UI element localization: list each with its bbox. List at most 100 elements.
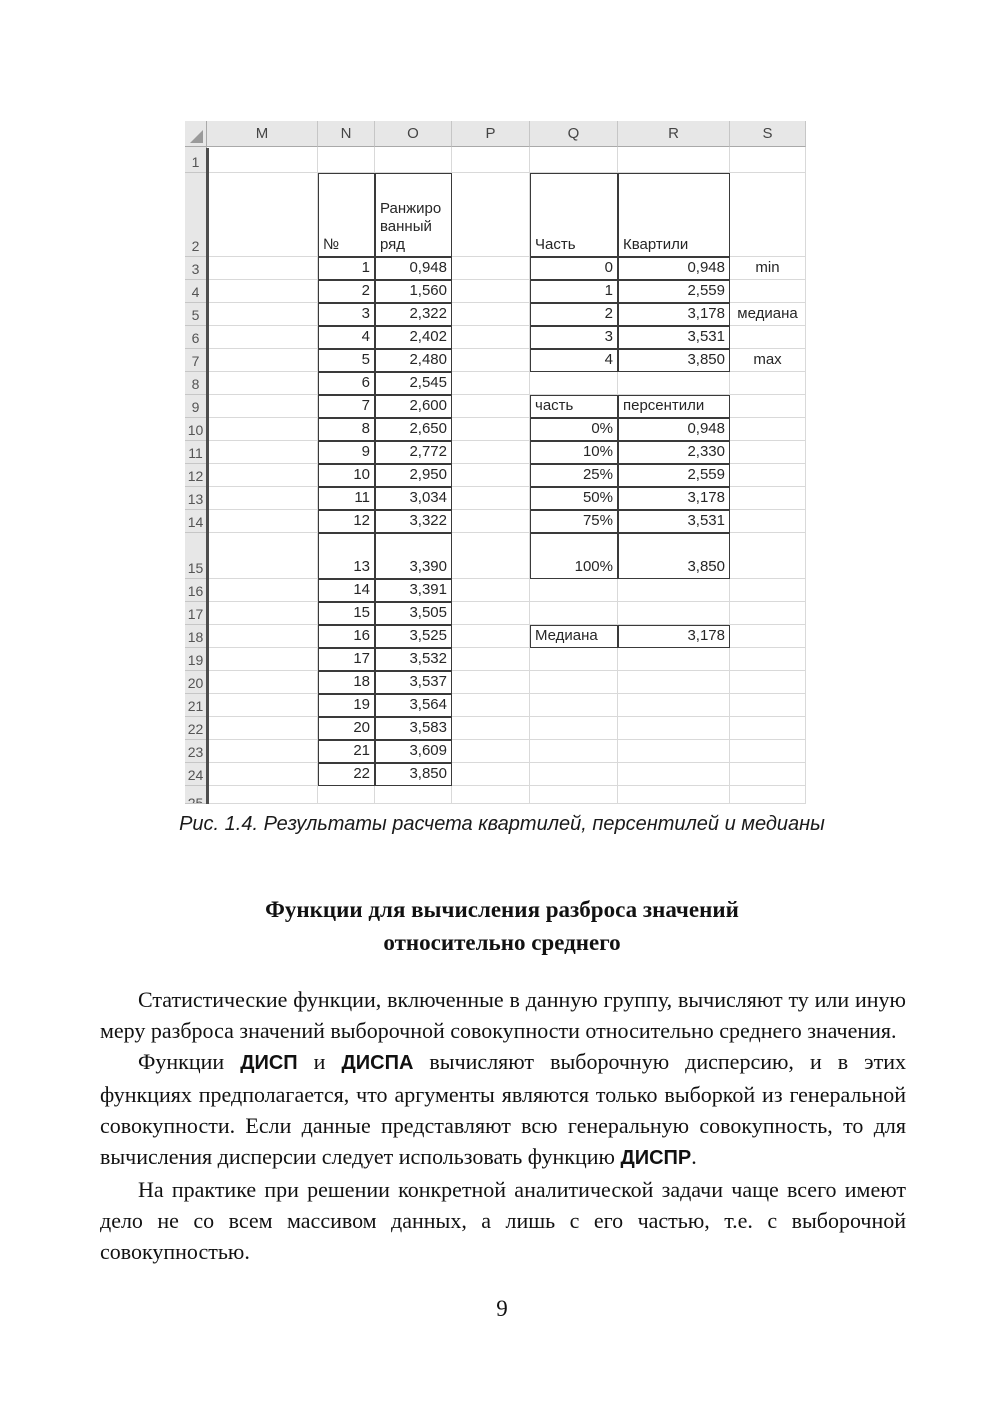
spreadsheet-cell-r12: 2,559	[618, 464, 730, 487]
spreadsheet-cell-o24: 3,850	[375, 763, 452, 786]
empty-cell	[530, 717, 618, 740]
empty-cell	[618, 763, 730, 786]
empty-cell	[618, 740, 730, 763]
spreadsheet-cell-q9: часть	[530, 395, 618, 418]
empty-cell	[730, 441, 806, 464]
empty-cell	[452, 625, 530, 648]
spreadsheet-cell-q4: 1	[530, 280, 618, 303]
empty-cell	[207, 510, 318, 533]
spreadsheet-cell-o16: 3,391	[375, 579, 452, 602]
paragraph: На практике при решении конкретной анали…	[100, 1174, 906, 1267]
spreadsheet-cell-o19: 3,532	[375, 648, 452, 671]
row-header-12: 12	[185, 464, 207, 487]
spreadsheet-cell-o14: 3,322	[375, 510, 452, 533]
empty-cell	[452, 395, 530, 418]
empty-cell	[452, 487, 530, 510]
spreadsheet-cell-r10: 0,948	[618, 418, 730, 441]
empty-cell	[452, 372, 530, 395]
spreadsheet-cell-o7: 2,480	[375, 349, 452, 372]
spreadsheet-cell-n19: 17	[318, 648, 375, 671]
spreadsheet-cell-r5: 3,178	[618, 303, 730, 326]
empty-cell	[452, 173, 530, 257]
column-header-r: R	[618, 121, 730, 147]
empty-cell	[375, 147, 452, 173]
spreadsheet-cell-o20: 3,537	[375, 671, 452, 694]
spreadsheet-cell-o6: 2,402	[375, 326, 452, 349]
empty-cell	[618, 648, 730, 671]
spreadsheet-cell-o11: 2,772	[375, 441, 452, 464]
spreadsheet-cell-q11: 10%	[530, 441, 618, 464]
column-header-q: Q	[530, 121, 618, 147]
empty-cell	[530, 694, 618, 717]
row-header-23: 23	[185, 740, 207, 763]
text-run: .	[691, 1144, 697, 1169]
paragraph: Функции ДИСП и ДИСПА вычисляют выборочну…	[100, 1046, 906, 1174]
spreadsheet-cell-n2: №	[318, 173, 375, 257]
spreadsheet-cell-n16: 14	[318, 579, 375, 602]
empty-cell	[730, 418, 806, 441]
row-header-10: 10	[185, 418, 207, 441]
row-header-19: 19	[185, 648, 207, 671]
empty-cell	[207, 740, 318, 763]
empty-cell	[530, 671, 618, 694]
empty-cell	[452, 147, 530, 173]
empty-cell	[730, 786, 806, 804]
empty-cell	[452, 786, 530, 804]
empty-cell	[452, 740, 530, 763]
empty-cell	[207, 395, 318, 418]
empty-cell	[452, 257, 530, 280]
spreadsheet-cell-r4: 2,559	[618, 280, 730, 303]
spreadsheet-cell-o17: 3,505	[375, 602, 452, 625]
text-run: вычисляют выборочную дисперсию, и в этих…	[100, 1049, 906, 1169]
empty-cell	[207, 579, 318, 602]
empty-cell	[207, 418, 318, 441]
spreadsheet-cell-n10: 8	[318, 418, 375, 441]
spreadsheet-cell-q15: 100%	[530, 533, 618, 579]
function-name: ДИСП	[240, 1052, 298, 1074]
empty-cell	[452, 602, 530, 625]
empty-cell	[207, 648, 318, 671]
row-header-16: 16	[185, 579, 207, 602]
row-header-5: 5	[185, 303, 207, 326]
select-all-triangle-icon	[190, 130, 203, 143]
spreadsheet-cell-r14: 3,531	[618, 510, 730, 533]
row-header-21: 21	[185, 694, 207, 717]
spreadsheet-cell-o9: 2,600	[375, 395, 452, 418]
spreadsheet-cell-q14: 75%	[530, 510, 618, 533]
empty-cell	[207, 349, 318, 372]
empty-cell	[730, 625, 806, 648]
empty-cell	[207, 372, 318, 395]
row-header-13: 13	[185, 487, 207, 510]
spreadsheet-cell-o22: 3,583	[375, 717, 452, 740]
empty-cell	[207, 441, 318, 464]
row-header-18: 18	[185, 625, 207, 648]
empty-cell	[730, 533, 806, 579]
empty-cell	[452, 510, 530, 533]
spreadsheet-cell-n23: 21	[318, 740, 375, 763]
empty-cell	[730, 717, 806, 740]
empty-cell	[530, 147, 618, 173]
spreadsheet-cell-n11: 9	[318, 441, 375, 464]
empty-cell	[730, 147, 806, 173]
spreadsheet-cell-r15: 3,850	[618, 533, 730, 579]
row-header-11: 11	[185, 441, 207, 464]
spreadsheet-cell-n3: 1	[318, 257, 375, 280]
empty-cell	[618, 694, 730, 717]
empty-cell	[530, 648, 618, 671]
empty-cell	[730, 579, 806, 602]
function-name: ДИСПА	[341, 1052, 414, 1074]
spreadsheet-cell-n18: 16	[318, 625, 375, 648]
spreadsheet-cell-o23: 3,609	[375, 740, 452, 763]
excel-screenshot: M N O P Q R S 1 2 № Ранжиро ванный ряд Часть Квартил…	[185, 121, 806, 804]
row-header-25: 25	[185, 786, 207, 804]
empty-cell	[207, 602, 318, 625]
row-header-22: 22	[185, 717, 207, 740]
spreadsheet-cell-r13: 3,178	[618, 487, 730, 510]
text-run: Функции	[138, 1049, 241, 1074]
empty-cell	[618, 602, 730, 625]
spreadsheet-cell-n14: 12	[318, 510, 375, 533]
spreadsheet-cell-o5: 2,322	[375, 303, 452, 326]
empty-cell	[452, 533, 530, 579]
row-header-17: 17	[185, 602, 207, 625]
row-header-8: 8	[185, 372, 207, 395]
